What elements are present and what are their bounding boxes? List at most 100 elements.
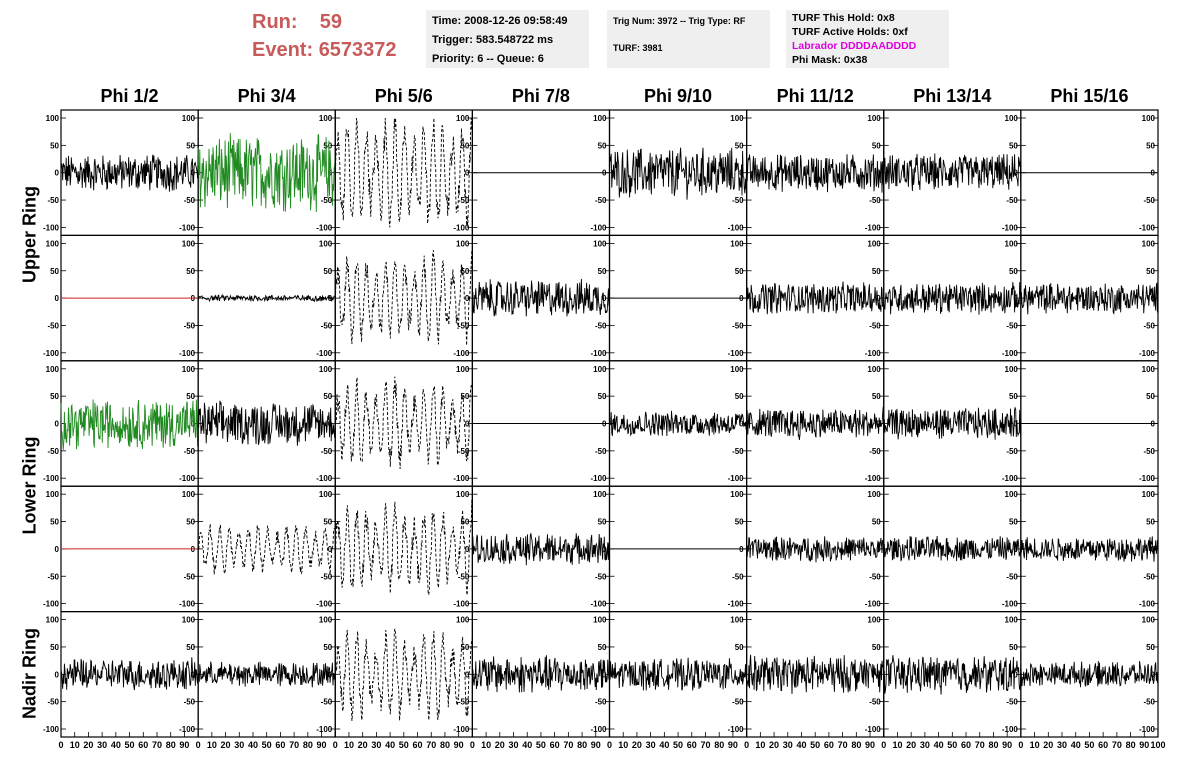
x-tick-label: 10 — [481, 740, 491, 750]
x-tick-label: 50 — [262, 740, 272, 750]
y-tick-label: -50 — [1006, 196, 1018, 205]
y-tick-label: -100 — [865, 474, 882, 483]
waveform-trace — [1020, 536, 1159, 562]
x-tick-label: 80 — [714, 740, 724, 750]
y-tick-label: -50 — [1006, 698, 1018, 707]
x-tick-label: 70 — [975, 740, 985, 750]
time-info-panel: Time: 2008-12-26 09:58:49 Trigger: 583.5… — [426, 10, 589, 68]
x-tick-label: 70 — [1112, 740, 1122, 750]
y-tick-label: -50 — [47, 447, 59, 456]
y-tick-label: -100 — [1139, 223, 1156, 232]
y-tick-label: -50 — [321, 698, 333, 707]
y-tick-label: 50 — [1146, 392, 1155, 401]
y-tick-label: -100 — [1002, 600, 1019, 609]
run-event-box: Run: 59 Event: 6573372 — [252, 8, 397, 64]
y-tick-label: 50 — [186, 141, 195, 150]
y-tick-label: -50 — [184, 321, 196, 330]
x-tick-label: 30 — [509, 740, 519, 750]
y-tick-label: 50 — [50, 141, 59, 150]
x-tick-label: 20 — [221, 740, 231, 750]
column-label: Phi 13/14 — [913, 86, 992, 106]
y-tick-label: 0 — [1013, 670, 1018, 679]
y-tick-label: 50 — [323, 141, 332, 150]
x-tick-label: 50 — [810, 740, 820, 750]
y-tick-label: -50 — [321, 447, 333, 456]
waveform-trace — [1020, 282, 1159, 316]
turf-hold-text: TURF This Hold: 0x8 — [792, 12, 895, 24]
y-tick-label: 100 — [456, 490, 470, 499]
y-tick-label: 100 — [46, 114, 60, 123]
y-tick-label: -50 — [1143, 447, 1155, 456]
y-tick-label: 100 — [456, 616, 470, 625]
y-tick-label: -100 — [728, 474, 745, 483]
y-tick-label: 50 — [735, 141, 744, 150]
y-tick-label: -100 — [43, 349, 60, 358]
x-tick-label: 60 — [275, 740, 285, 750]
y-tick-label: -100 — [590, 223, 607, 232]
y-tick-label: 50 — [598, 518, 607, 527]
event-label: Event: — [252, 39, 314, 61]
turf-info-panel: TURF This Hold: 0x8 TURF Active Holds: 0… — [786, 10, 949, 68]
x-tick-label: 40 — [796, 740, 806, 750]
waveform-trace — [334, 628, 473, 721]
x-tick-label: 10 — [207, 740, 217, 750]
x-tick-label: 60 — [687, 740, 697, 750]
y-tick-label: -100 — [453, 349, 470, 358]
y-tick-label: 50 — [323, 392, 332, 401]
y-tick-label: -100 — [316, 474, 333, 483]
x-tick-label: 0 — [196, 740, 201, 750]
y-tick-label: 50 — [872, 643, 881, 652]
y-tick-label: -100 — [43, 474, 60, 483]
x-tick-label: 40 — [934, 740, 944, 750]
x-tick-label: 50 — [399, 740, 409, 750]
priority-text: Priority: 6 -- Queue: 6 — [432, 53, 544, 65]
y-tick-label: 0 — [465, 294, 470, 303]
run-label: Run: — [252, 11, 298, 33]
x-tick-label: 60 — [961, 740, 971, 750]
y-tick-label: 100 — [1005, 114, 1019, 123]
panel-frame — [334, 610, 473, 738]
y-tick-label: 100 — [46, 490, 60, 499]
x-tick-label: 10 — [618, 740, 628, 750]
y-tick-label: -50 — [1143, 321, 1155, 330]
waveform-trace — [883, 153, 1022, 192]
y-tick-label: 0 — [55, 670, 60, 679]
y-tick-label: 50 — [735, 643, 744, 652]
y-tick-label: 100 — [867, 490, 881, 499]
y-tick-label: -100 — [865, 349, 882, 358]
y-tick-label: 0 — [1151, 294, 1156, 303]
y-tick-label: 100 — [593, 365, 607, 374]
y-tick-label: -50 — [732, 572, 744, 581]
y-tick-label: 50 — [1146, 141, 1155, 150]
y-tick-label: -100 — [1139, 349, 1156, 358]
y-tick-label: -100 — [1002, 349, 1019, 358]
waveform-trace — [197, 293, 336, 303]
x-tick-label: 10 — [70, 740, 80, 750]
trigger-info-panel: Trig Num: 3972 -- Trig Type: RF TURF: 39… — [607, 10, 770, 68]
column-label: Phi 5/6 — [374, 86, 433, 106]
event-value: 6573372 — [318, 39, 397, 61]
waveform-trace — [334, 376, 473, 470]
x-tick-label: 30 — [920, 740, 930, 750]
waveform-trace — [197, 400, 336, 446]
y-tick-label: -50 — [869, 698, 881, 707]
y-tick-label: 50 — [598, 392, 607, 401]
y-tick-label: 100 — [456, 114, 470, 123]
trigger-text: Trigger: 583.548722 ms — [432, 34, 554, 46]
waveform-trace — [471, 655, 610, 694]
y-tick-label: -50 — [732, 447, 744, 456]
y-tick-label: -100 — [728, 349, 745, 358]
x-tick-label: 10 — [1030, 740, 1040, 750]
y-tick-label: -100 — [453, 725, 470, 734]
